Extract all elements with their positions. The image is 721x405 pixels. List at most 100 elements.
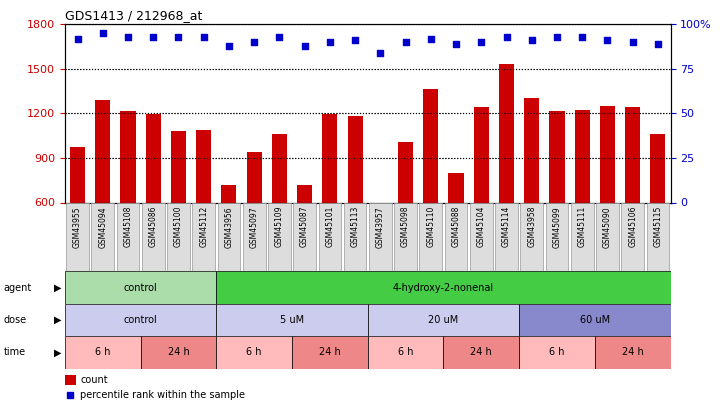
Text: agent: agent — [4, 283, 32, 292]
Bar — [571, 202, 593, 271]
Text: GSM45101: GSM45101 — [325, 206, 335, 247]
Bar — [625, 107, 640, 202]
Bar — [445, 202, 467, 271]
Point — [375, 49, 386, 56]
Text: GSM45087: GSM45087 — [300, 206, 309, 247]
Bar — [65, 375, 76, 386]
Bar — [423, 89, 438, 202]
Bar — [247, 152, 262, 202]
Text: 60 uM: 60 uM — [580, 315, 610, 325]
Point — [148, 34, 159, 40]
Bar — [348, 116, 363, 202]
Text: GSM45108: GSM45108 — [123, 206, 133, 247]
Text: 5 uM: 5 uM — [280, 315, 304, 325]
Text: GSM45086: GSM45086 — [149, 206, 158, 247]
Text: GSM45106: GSM45106 — [628, 206, 637, 247]
Text: dose: dose — [4, 315, 27, 325]
Text: GSM45094: GSM45094 — [98, 206, 107, 247]
Text: GSM45104: GSM45104 — [477, 206, 486, 247]
Point — [299, 43, 311, 49]
Point — [602, 37, 614, 44]
Bar — [499, 64, 514, 202]
Bar — [243, 202, 265, 271]
Point — [72, 35, 84, 42]
Point — [476, 39, 487, 45]
Text: 6 h: 6 h — [549, 347, 565, 357]
Point — [552, 34, 563, 40]
Point — [248, 39, 260, 45]
Bar — [95, 100, 110, 202]
Text: GSM45110: GSM45110 — [426, 206, 435, 247]
Bar — [420, 202, 442, 271]
Text: ▶: ▶ — [54, 283, 61, 292]
Bar — [216, 336, 292, 369]
Point — [350, 37, 361, 44]
Text: 24 h: 24 h — [622, 347, 644, 357]
Point — [123, 34, 134, 40]
Text: GSM45098: GSM45098 — [401, 206, 410, 247]
Bar — [368, 304, 519, 336]
Bar — [216, 271, 671, 304]
Bar — [66, 202, 89, 271]
Bar — [443, 336, 519, 369]
Bar — [369, 202, 392, 271]
Bar — [196, 130, 211, 202]
Point — [653, 40, 664, 47]
Bar — [546, 202, 568, 271]
Bar — [293, 202, 316, 271]
Bar — [117, 202, 139, 271]
Point — [627, 39, 639, 45]
Text: GSM45115: GSM45115 — [653, 206, 663, 247]
Point — [501, 34, 513, 40]
Point — [526, 37, 538, 44]
Text: GSM45100: GSM45100 — [174, 206, 183, 247]
Point — [173, 34, 185, 40]
Bar — [292, 336, 368, 369]
Point — [198, 34, 210, 40]
Text: GSM43958: GSM43958 — [527, 206, 536, 247]
Text: GSM45099: GSM45099 — [552, 206, 562, 247]
Bar — [65, 271, 216, 304]
Bar — [596, 202, 619, 271]
Text: control: control — [124, 315, 157, 325]
Text: GSM43957: GSM43957 — [376, 206, 385, 247]
Bar — [319, 202, 341, 271]
Text: ▶: ▶ — [54, 315, 61, 325]
Point — [577, 34, 588, 40]
Text: 6 h: 6 h — [247, 347, 262, 357]
Text: 6 h: 6 h — [398, 347, 413, 357]
Point — [450, 40, 462, 47]
Bar — [521, 202, 543, 271]
Bar — [218, 202, 240, 271]
Bar — [70, 147, 85, 202]
Text: 4-hydroxy-2-nonenal: 4-hydroxy-2-nonenal — [393, 283, 494, 292]
Bar — [373, 202, 388, 204]
Text: 6 h: 6 h — [95, 347, 110, 357]
Text: control: control — [124, 283, 157, 292]
Text: GSM45088: GSM45088 — [451, 206, 461, 247]
Text: count: count — [80, 375, 107, 385]
Text: GDS1413 / 212968_at: GDS1413 / 212968_at — [65, 9, 203, 22]
Bar — [344, 202, 366, 271]
Bar — [146, 114, 161, 202]
Bar — [167, 202, 190, 271]
Text: GSM43956: GSM43956 — [224, 206, 234, 247]
Point — [324, 39, 336, 45]
Bar — [519, 336, 595, 369]
Bar — [495, 202, 518, 271]
Bar — [595, 336, 671, 369]
Bar — [519, 304, 671, 336]
Bar — [268, 202, 291, 271]
Bar — [524, 98, 539, 202]
Bar — [549, 111, 565, 202]
Bar — [622, 202, 644, 271]
Bar — [470, 202, 492, 271]
Bar — [65, 304, 216, 336]
Text: GSM45109: GSM45109 — [275, 206, 284, 247]
Bar — [120, 111, 136, 202]
Text: GSM45090: GSM45090 — [603, 206, 612, 247]
Text: GSM45097: GSM45097 — [249, 206, 259, 247]
Bar — [65, 336, 141, 369]
Point — [97, 30, 109, 36]
Bar — [448, 173, 464, 202]
